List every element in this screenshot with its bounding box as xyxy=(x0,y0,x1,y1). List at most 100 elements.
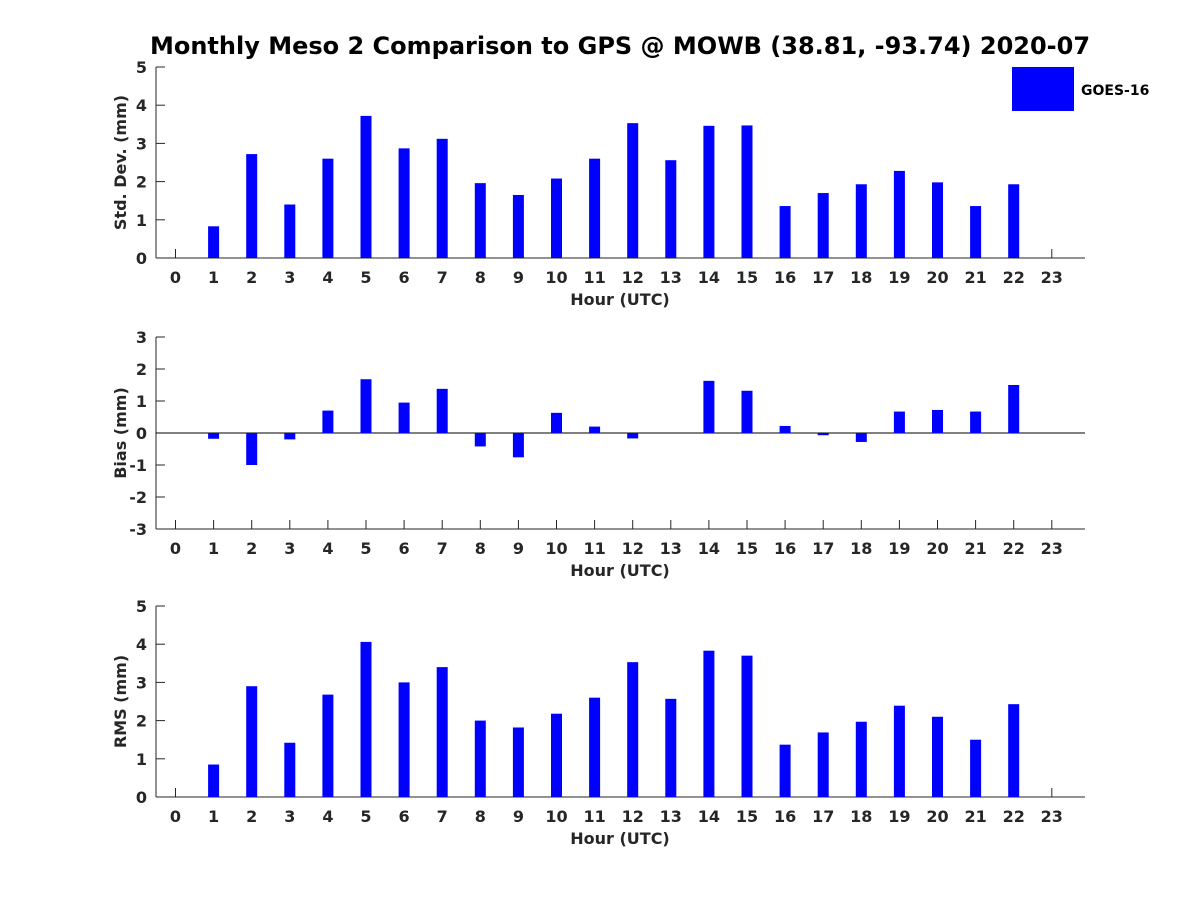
bias-bar-hour-19 xyxy=(893,411,905,433)
std-dev-x-tick-label: 5 xyxy=(360,268,371,287)
bias-x-tick-label: 22 xyxy=(1003,539,1025,558)
bias-bar-hour-5 xyxy=(360,379,372,433)
rms-bar-hour-15 xyxy=(741,655,753,797)
rms-x-tick-label: 4 xyxy=(322,807,333,826)
bias-x-axis-label: Hour (UTC) xyxy=(570,561,670,580)
rms-bar-hour-9 xyxy=(512,727,524,797)
bias-x-tick-label: 20 xyxy=(926,539,948,558)
std-dev-x-tick-label: 18 xyxy=(850,268,872,287)
std-dev-y-tick-label: 4 xyxy=(136,96,147,115)
std-dev-bar-hour-12 xyxy=(627,123,639,259)
rms-bar-hour-12 xyxy=(627,662,639,797)
bias-bar-hour-6 xyxy=(398,402,410,433)
std-dev-bar-hour-15 xyxy=(741,125,753,258)
std-dev-y-tick-label: 0 xyxy=(136,249,147,268)
bias-bar-hour-11 xyxy=(589,426,601,433)
bias-bar-hour-20 xyxy=(932,409,943,433)
std-dev-x-tick-label: 7 xyxy=(437,268,448,287)
rms-bar-hour-21 xyxy=(970,739,982,797)
bias-y-tick-label: 0 xyxy=(136,424,147,443)
bias-bar-hour-22 xyxy=(1008,385,1020,433)
bias-x-tick-label: 8 xyxy=(475,539,486,558)
std-dev-x-tick-label: 10 xyxy=(545,268,567,287)
chart-title: Monthly Meso 2 Comparison to GPS @ MOWB … xyxy=(150,32,1090,60)
rms-bar-hour-1 xyxy=(208,764,220,797)
rms-bar-hour-20 xyxy=(932,716,943,797)
bias-y-tick-label: 2 xyxy=(136,360,147,379)
rms-x-tick-label: 16 xyxy=(774,807,796,826)
bias-x-tick-label: 16 xyxy=(774,539,796,558)
std-dev-x-tick-label: 4 xyxy=(322,268,333,287)
bias-x-tick-label: 23 xyxy=(1041,539,1063,558)
rms-bar-hour-11 xyxy=(589,697,601,797)
std-dev-bar-hour-3 xyxy=(284,204,296,258)
bias-bar-hour-14 xyxy=(703,380,715,433)
bias-bar-hour-18 xyxy=(855,433,867,442)
std-dev-x-tick-label: 14 xyxy=(698,268,720,287)
rms-x-tick-label: 15 xyxy=(736,807,758,826)
bias-x-tick-label: 17 xyxy=(812,539,834,558)
bias-bar-hour-15 xyxy=(741,390,753,433)
rms-bar-hour-4 xyxy=(322,694,334,797)
bias-x-tick-label: 5 xyxy=(360,539,371,558)
bias-bar-hour-8 xyxy=(474,433,486,447)
std-dev-x-tick-label: 9 xyxy=(513,268,524,287)
rms-bar-hour-5 xyxy=(360,641,372,797)
bias-x-tick-label: 19 xyxy=(888,539,910,558)
bias-x-tick-label: 1 xyxy=(208,539,219,558)
bias-bar-hour-7 xyxy=(436,388,448,433)
std-dev-x-tick-label: 3 xyxy=(284,268,295,287)
std-dev-bar-hour-13 xyxy=(665,160,677,258)
bias-x-tick-label: 18 xyxy=(850,539,872,558)
std-dev-y-axis-label: Std. Dev. (mm) xyxy=(111,95,130,230)
std-dev-bar-hour-4 xyxy=(322,158,334,258)
rms-x-tick-label: 19 xyxy=(888,807,910,826)
bias-bar-hour-3 xyxy=(284,433,296,440)
rms-bar-hour-7 xyxy=(436,667,448,797)
rms-x-tick-label: 13 xyxy=(660,807,682,826)
rms-bar-hour-6 xyxy=(398,682,410,797)
bias-x-tick-label: 14 xyxy=(698,539,720,558)
std-dev-x-tick-label: 17 xyxy=(812,268,834,287)
bias-x-tick-label: 4 xyxy=(322,539,333,558)
bias-y-tick-label: -3 xyxy=(129,520,147,539)
std-dev-bar-hour-2 xyxy=(246,154,258,258)
bias-x-tick-label: 10 xyxy=(545,539,567,558)
std-dev-bar-hour-14 xyxy=(703,125,715,258)
rms-y-tick-label: 5 xyxy=(136,597,147,616)
std-dev-x-tick-label: 23 xyxy=(1041,268,1063,287)
bias-bar-hour-4 xyxy=(322,410,334,433)
rms-x-tick-label: 17 xyxy=(812,807,834,826)
std-dev-bar-hour-9 xyxy=(512,194,524,258)
std-dev-x-tick-label: 20 xyxy=(926,268,948,287)
std-dev-bar-hour-7 xyxy=(436,138,448,258)
bias-y-tick-label: -1 xyxy=(129,456,147,475)
bias-y-tick-label: 1 xyxy=(136,392,147,411)
std-dev-x-axis-label: Hour (UTC) xyxy=(570,290,670,309)
bias-bar-hour-21 xyxy=(970,411,982,433)
bias-x-tick-label: 7 xyxy=(437,539,448,558)
rms-x-tick-label: 12 xyxy=(622,807,644,826)
rms-x-tick-label: 1 xyxy=(208,807,219,826)
legend-swatch xyxy=(1012,67,1074,111)
std-dev-bar-hour-22 xyxy=(1008,184,1020,258)
std-dev-x-tick-label: 12 xyxy=(622,268,644,287)
rms-x-tick-label: 0 xyxy=(170,807,181,826)
legend: GOES-16 xyxy=(1012,67,1149,111)
rms-x-tick-label: 5 xyxy=(360,807,371,826)
std-dev-x-tick-label: 2 xyxy=(246,268,257,287)
rms-bar-hour-17 xyxy=(817,732,829,797)
bias-x-tick-label: 6 xyxy=(399,539,410,558)
std-dev-x-tick-label: 0 xyxy=(170,268,181,287)
std-dev-y-tick-label: 5 xyxy=(136,58,147,77)
rms-bar-hour-3 xyxy=(284,742,296,797)
legend-label: GOES-16 xyxy=(1081,83,1149,99)
rms-x-tick-label: 8 xyxy=(475,807,486,826)
rms-bar-hour-8 xyxy=(474,720,486,797)
bias-x-tick-label: 3 xyxy=(284,539,295,558)
rms-x-tick-label: 21 xyxy=(964,807,986,826)
bias-y-tick-label: -2 xyxy=(129,488,147,507)
bias-x-tick-label: 15 xyxy=(736,539,758,558)
